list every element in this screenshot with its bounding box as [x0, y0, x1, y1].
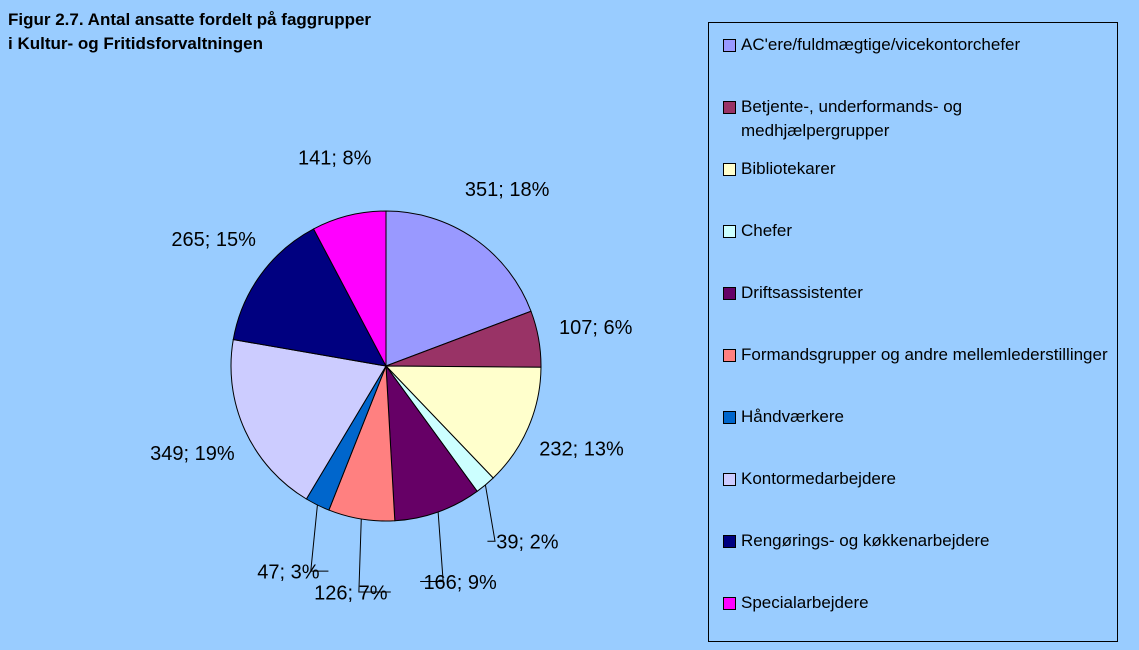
legend: AC'ere/fuldmægtige/vicekontorchefer Betje…	[708, 22, 1118, 642]
legend-entry: Driftsassistenter	[723, 281, 1108, 305]
legend-swatch	[723, 225, 736, 238]
legend-swatch	[723, 535, 736, 548]
data-label: 47; 3%	[257, 561, 319, 583]
title-line: Figur 2.7. Antal ansatte fordelt på fagg…	[8, 10, 372, 29]
legend-label: Rengørings- og køkkenarbejdere	[741, 531, 990, 550]
legend-label: Formandsgrupper og andre mellemlederstil…	[741, 345, 1108, 364]
legend-swatch	[723, 39, 736, 52]
legend-label: Driftsassistenter	[741, 283, 863, 302]
data-label: 141; 8%	[298, 148, 372, 170]
data-label: 39; 2%	[496, 532, 558, 554]
legend-swatch	[723, 473, 736, 486]
chart-title: Figur 2.7. Antal ansatte fordelt på fagg…	[8, 8, 371, 56]
pie-slice	[384, 365, 542, 479]
legend-label: Betjente-, underformands- og medhjælperg…	[741, 97, 963, 140]
pie-slice	[230, 338, 387, 500]
pie-slice	[385, 364, 478, 522]
legend-label: Chefer	[741, 221, 793, 240]
legend-swatch	[723, 287, 736, 300]
pie-slice	[312, 210, 387, 367]
leader-line	[310, 504, 329, 572]
data-label: 349; 19%	[150, 443, 235, 465]
data-label: 351; 18%	[465, 179, 550, 201]
legend-entry: Formandsgrupper og andre mellemlederstil…	[723, 343, 1108, 367]
legend-swatch	[723, 349, 736, 362]
data-label: 107; 6%	[559, 317, 633, 339]
leader-line	[484, 484, 496, 542]
legend-entry: Bibliotekarer	[723, 157, 1108, 181]
title-line: i Kultur- og Fritidsforvaltningen	[8, 34, 263, 53]
data-label: 265; 15%	[171, 229, 256, 251]
legend-entry: Kontormedarbejdere	[723, 467, 1108, 491]
pie-slice	[232, 228, 387, 367]
data-label: 232; 13%	[539, 439, 624, 461]
data-label: 126; 7%	[314, 582, 388, 604]
legend-swatch	[723, 101, 736, 114]
leader-line	[420, 511, 444, 583]
data-label: 166; 9%	[423, 572, 497, 594]
legend-swatch	[723, 163, 736, 176]
legend-label: Bibliotekarer	[741, 159, 836, 178]
legend-label: AC'ere/fuldmægtige/vicekontorchefer	[741, 35, 1021, 54]
legend-entry: Rengørings- og køkkenarbejdere	[723, 529, 1108, 553]
legend-label: Håndværkere	[741, 407, 844, 426]
legend-swatch	[723, 597, 736, 610]
legend-label: Kontormedarbejdere	[741, 469, 896, 488]
leader-line	[358, 518, 391, 593]
legend-swatch	[723, 411, 736, 424]
pie-slice	[385, 210, 532, 367]
legend-entry: Specialarbejdere	[723, 591, 1108, 615]
legend-entry: AC'ere/fuldmægtige/vicekontorchefer	[723, 33, 1108, 57]
legend-entry: Betjente-, underformands- og medhjælperg…	[723, 95, 1108, 143]
legend-label: Specialarbejdere	[741, 593, 869, 612]
legend-entry: Chefer	[723, 219, 1108, 243]
legend-entry: Håndværkere	[723, 405, 1108, 429]
